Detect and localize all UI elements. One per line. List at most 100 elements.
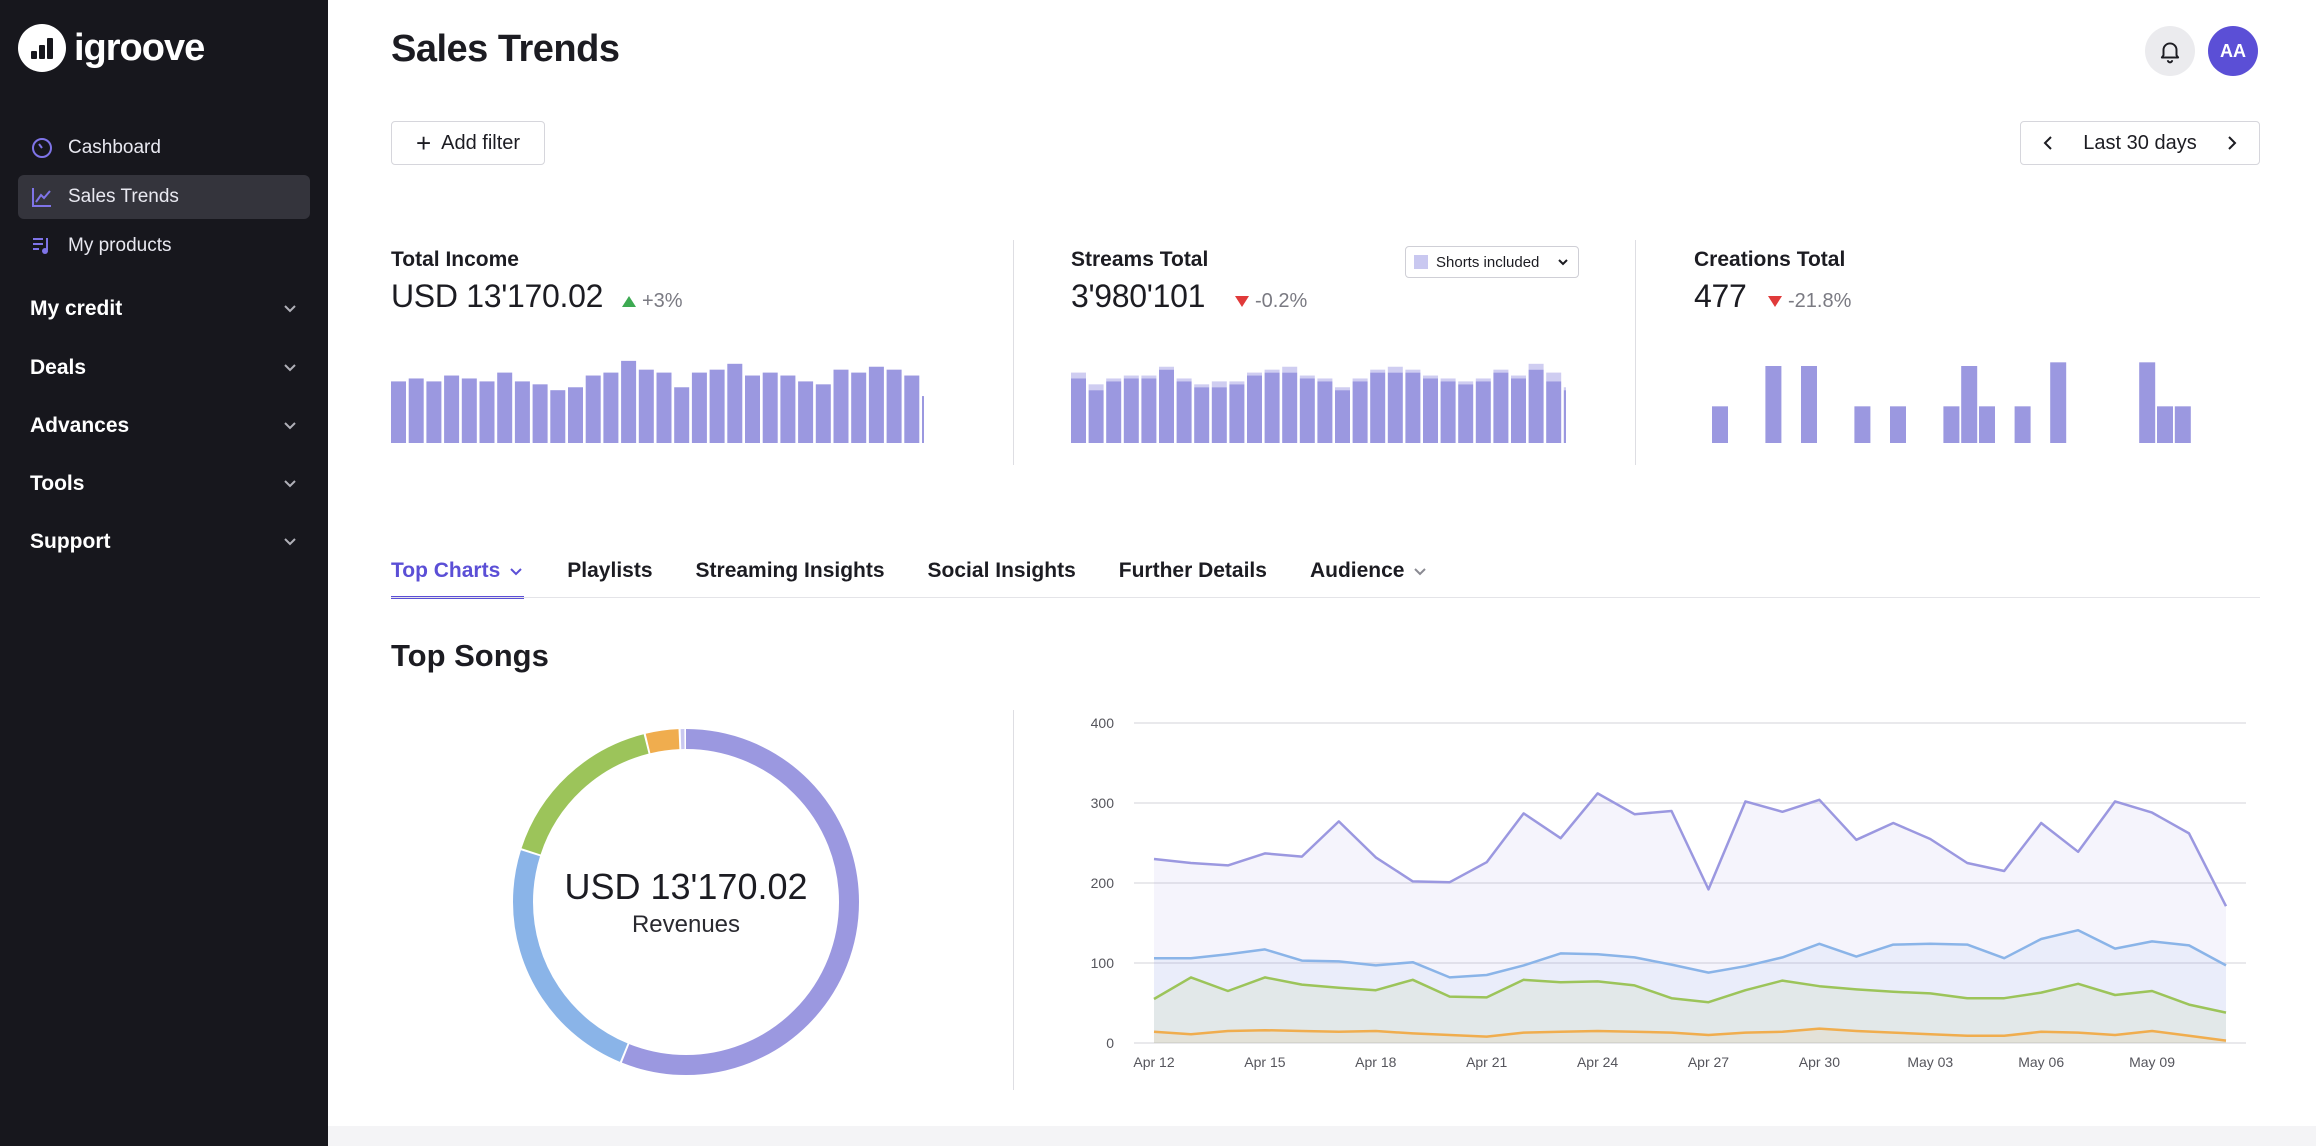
bar bbox=[1352, 381, 1368, 443]
tab-bar: Top Charts Playlists Streaming Insights … bbox=[391, 545, 1471, 599]
avatar[interactable]: AA bbox=[2208, 26, 2258, 76]
sidebar-group-tools[interactable]: Tools bbox=[18, 462, 310, 506]
x-tick-label: Apr 18 bbox=[1355, 1054, 1396, 1070]
sidebar-item-my-products[interactable]: My products bbox=[18, 224, 310, 268]
bar bbox=[1194, 387, 1210, 443]
series-area bbox=[1154, 793, 2226, 1043]
series-line[interactable] bbox=[1153, 976, 2227, 1014]
donut-label: Revenues bbox=[631, 911, 741, 938]
bar bbox=[1159, 369, 1174, 443]
y-tick-label: 400 bbox=[1091, 715, 1115, 731]
bar bbox=[1387, 372, 1403, 443]
revenue-donut-chart bbox=[513, 729, 859, 1075]
date-range-label[interactable]: Last 30 days bbox=[2083, 131, 2197, 154]
series-line[interactable] bbox=[1153, 1027, 2227, 1042]
bar bbox=[1317, 381, 1333, 443]
shorts-included-select[interactable]: Shorts included bbox=[1405, 246, 1579, 278]
dashboard-icon bbox=[32, 138, 52, 158]
sidebar-group-deals[interactable]: Deals bbox=[18, 346, 310, 390]
streams-title: Streams Total bbox=[1071, 248, 1209, 271]
bar bbox=[1943, 406, 1960, 443]
shorts-bar bbox=[1211, 381, 1227, 388]
bar bbox=[1475, 381, 1491, 443]
tab-further-details[interactable]: Further Details bbox=[1119, 545, 1267, 597]
page-title: Sales Trends bbox=[391, 28, 620, 70]
bar bbox=[922, 396, 924, 443]
creations-value: 477 bbox=[1694, 278, 1747, 314]
donut-total: USD 13'170.02 bbox=[564, 866, 808, 907]
trend-up-icon bbox=[622, 296, 636, 307]
shorts-bar bbox=[1458, 381, 1474, 385]
divider bbox=[1635, 240, 1636, 465]
sidebar-group-support[interactable]: Support bbox=[18, 520, 310, 564]
bar bbox=[1765, 366, 1782, 443]
tab-social-insights[interactable]: Social Insights bbox=[928, 545, 1076, 597]
bar bbox=[1458, 384, 1474, 443]
bar bbox=[745, 375, 760, 443]
shorts-bar bbox=[1123, 375, 1139, 379]
bar bbox=[904, 375, 920, 443]
shorts-bar bbox=[1264, 369, 1280, 373]
bar bbox=[426, 381, 442, 443]
sidebar-group-my-credit[interactable]: My credit bbox=[18, 287, 310, 331]
x-tick-label: May 09 bbox=[2129, 1054, 2175, 1070]
bar bbox=[1493, 372, 1509, 443]
chevron-down-icon bbox=[284, 422, 296, 430]
sidebar-item-cashboard[interactable]: Cashboard bbox=[18, 126, 310, 170]
sidebar-group-advances[interactable]: Advances bbox=[18, 404, 310, 448]
streams-delta-value: -0.2% bbox=[1255, 290, 1308, 312]
bar bbox=[391, 381, 406, 443]
x-tick-label: May 06 bbox=[2018, 1054, 2064, 1070]
tab-top-charts[interactable]: Top Charts bbox=[391, 545, 525, 599]
brand-logo[interactable]: igroove bbox=[18, 24, 205, 72]
page-footer bbox=[328, 1126, 2316, 1146]
donut-slice[interactable] bbox=[513, 729, 859, 1075]
shorts-bar bbox=[1088, 384, 1104, 391]
bar bbox=[1546, 381, 1562, 443]
donut-slice[interactable] bbox=[513, 729, 859, 1075]
bar bbox=[1370, 372, 1386, 443]
sidebar-nav: Cashboard Sales Trends My products bbox=[18, 126, 310, 273]
shorts-bar bbox=[1194, 384, 1210, 388]
divider bbox=[1013, 710, 1014, 1090]
chevron-down-icon bbox=[510, 568, 522, 576]
bar bbox=[479, 381, 495, 443]
chevron-down-icon bbox=[284, 480, 296, 488]
bar bbox=[1264, 372, 1280, 443]
bar bbox=[851, 372, 867, 443]
bar bbox=[1712, 406, 1728, 443]
series-line[interactable] bbox=[1153, 792, 2228, 907]
streams-bar-chart bbox=[1071, 363, 1566, 443]
bar bbox=[1801, 366, 1817, 443]
shorts-bar bbox=[1352, 378, 1368, 382]
tab-playlists[interactable]: Playlists bbox=[567, 545, 652, 597]
bar bbox=[727, 363, 743, 443]
shorts-label: Shorts included bbox=[1436, 253, 1540, 271]
bar bbox=[514, 381, 530, 443]
y-tick-label: 300 bbox=[1091, 795, 1115, 811]
chevron-right-icon[interactable] bbox=[2223, 134, 2241, 152]
chevron-left-icon[interactable] bbox=[2039, 134, 2057, 152]
creations-delta: -21.8% bbox=[1768, 290, 1851, 313]
trend-icon bbox=[32, 188, 51, 207]
series-area bbox=[1154, 1028, 2226, 1043]
tab-audience[interactable]: Audience bbox=[1310, 545, 1429, 597]
date-range-selector: Last 30 days bbox=[2020, 121, 2260, 165]
plus-icon: + bbox=[415, 128, 432, 158]
bar bbox=[1528, 369, 1544, 443]
bar bbox=[1979, 406, 1995, 443]
bar bbox=[1423, 378, 1438, 443]
tab-streaming-insights[interactable]: Streaming Insights bbox=[696, 545, 885, 597]
series-line[interactable] bbox=[1154, 928, 2227, 979]
notifications-button[interactable] bbox=[2145, 26, 2195, 76]
add-filter-button[interactable]: + Add filter bbox=[391, 121, 545, 165]
x-tick-label: Apr 27 bbox=[1688, 1054, 1729, 1070]
bar bbox=[691, 372, 707, 443]
chevron-down-icon bbox=[284, 364, 296, 372]
shorts-bar bbox=[1176, 378, 1192, 382]
shorts-bar bbox=[1387, 366, 1403, 373]
bar bbox=[2050, 362, 2067, 443]
streams-value: 3'980'101 bbox=[1071, 278, 1206, 314]
sidebar-item-sales-trends[interactable]: Sales Trends bbox=[18, 175, 310, 219]
sidebar-group-label: Tools bbox=[30, 472, 85, 495]
